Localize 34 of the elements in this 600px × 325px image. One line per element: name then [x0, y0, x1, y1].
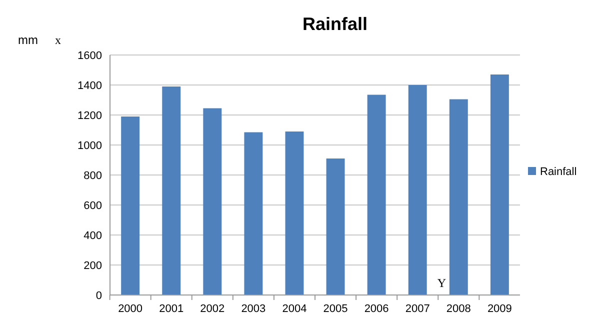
y-tick-label: 1000 — [78, 140, 102, 152]
x-tick-label: 2003 — [241, 303, 266, 315]
bar — [162, 86, 181, 295]
y-tick-label: 200 — [84, 260, 102, 272]
x-tick-label: 2001 — [159, 303, 184, 315]
y-tick-label: 1600 — [78, 50, 102, 62]
y-tick-label: 600 — [84, 200, 102, 212]
bar — [326, 158, 345, 295]
x-tick-label: 2008 — [446, 303, 471, 315]
bar — [367, 94, 386, 295]
text: x — [55, 33, 61, 47]
x-tick-label: 2007 — [405, 303, 430, 315]
bar — [449, 99, 468, 295]
bar — [244, 132, 263, 295]
y-tick-label: 1200 — [78, 110, 102, 122]
x-tick-label: 2005 — [323, 303, 348, 315]
bar — [121, 116, 140, 295]
x-tick-label: 2004 — [282, 303, 307, 315]
bar — [203, 108, 222, 295]
y-tick-label: 1400 — [78, 80, 102, 92]
y-axis-title: mm — [18, 33, 38, 47]
x-tick-label: 2002 — [200, 303, 225, 315]
annotation: Y — [437, 276, 446, 290]
x-tick-label: 2006 — [364, 303, 389, 315]
x-tick-label: 2000 — [118, 303, 143, 315]
chart-title: Rainfall — [302, 14, 368, 34]
bar — [490, 74, 509, 295]
legend-label: Rainfall — [540, 166, 577, 178]
bar — [408, 85, 427, 295]
x-tick-label: 2009 — [487, 303, 512, 315]
y-tick-label: 400 — [84, 230, 102, 242]
bar — [285, 132, 304, 295]
y-tick-label: 800 — [84, 170, 102, 182]
y-tick-label: 0 — [96, 290, 102, 302]
